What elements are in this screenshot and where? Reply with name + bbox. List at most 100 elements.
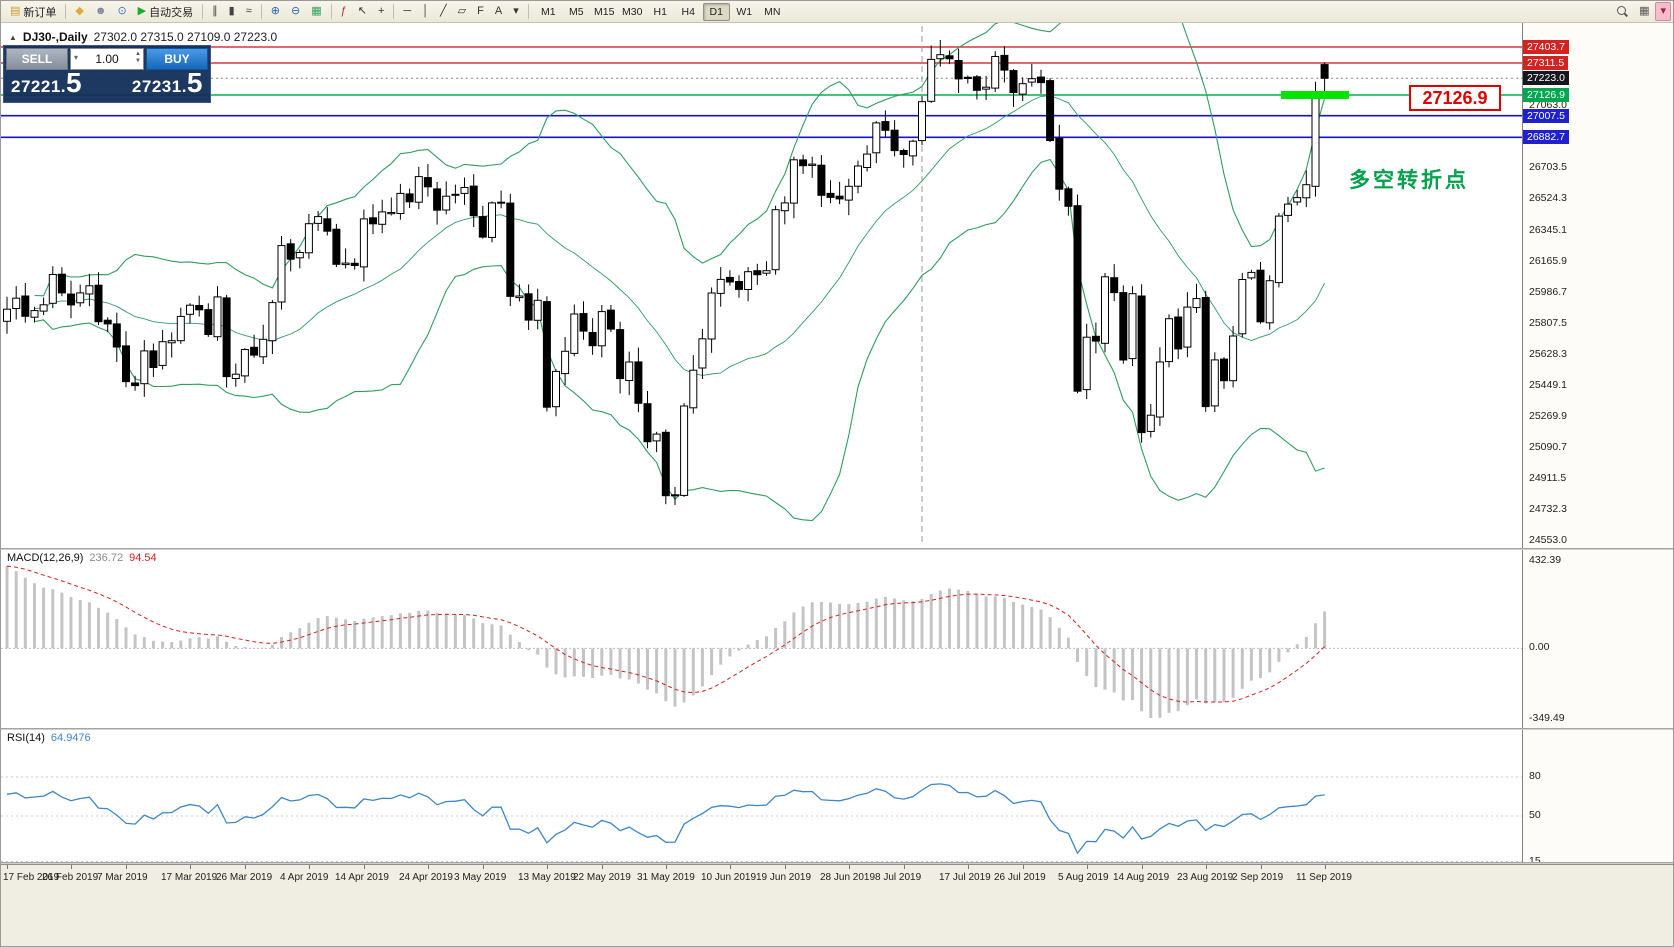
price-chart-canvas[interactable]: [1, 23, 1522, 548]
time-label: 17 Mar 2019: [161, 872, 218, 883]
macd-signal-line: [6, 565, 1325, 703]
time-tick: [309, 865, 310, 869]
price-level-tag[interactable]: 27126.9: [1409, 85, 1501, 111]
panel-splitter[interactable]: [1, 862, 1673, 864]
sell-button[interactable]: SELL: [6, 48, 68, 70]
price-tick: 26345.1: [1529, 223, 1567, 236]
toolbar-separator: [393, 4, 395, 19]
crosshair-icon: +: [377, 5, 385, 17]
new-order-label: 新订单: [23, 6, 57, 19]
tile-windows-icon: ▦: [1639, 5, 1650, 17]
time-axis[interactable]: 17 Feb 2019 26 Feb 2019 7 Mar 2019 17 Mar 2…: [1, 864, 1673, 946]
time-label: 4 Apr 2019: [280, 872, 329, 883]
candle-chart-mode-button[interactable]: ▮: [224, 2, 240, 21]
timeframe-d1-button[interactable]: D1: [702, 2, 730, 21]
timeframe-m15-button[interactable]: M15: [594, 5, 615, 18]
timeframe-h1-button[interactable]: H1: [653, 5, 667, 18]
timeframe-m5-button[interactable]: M5: [568, 5, 584, 18]
price-tick: 25807.5: [1529, 316, 1567, 329]
rsi-axis-level: 80: [1529, 770, 1541, 782]
sound-alert-button[interactable]: ◆: [70, 2, 88, 21]
timeframe-m30-button[interactable]: M30: [622, 5, 643, 18]
line-chart-mode-button[interactable]: ≈: [241, 2, 257, 21]
time-label: 3 May 2019: [454, 872, 507, 883]
auto-trading-icon: ▶: [137, 5, 147, 17]
main-chart-area[interactable]: ▲ DJ30-,Daily 27302.0 27315.0 27109.0 27…: [1, 23, 1522, 548]
main-toolbar: ▤ 新订单 ◆ ☻ ⊙ ▶ 自动交易 ∥ ▮ ≈ ⊕ ⊖ ▦ ƒ ↖ + ─ │ ╱ ▱ F A ▾ M1 M5 M15 M30 H1…: [1, 1, 1673, 23]
fibonacci-icon: F: [477, 5, 484, 17]
price-axis[interactable]: 27063.0 26703.5 26524.3 26345.1 26165.9 25986…: [1522, 23, 1673, 867]
text-button[interactable]: A: [490, 2, 507, 21]
new-order-icon: ▤: [10, 5, 21, 17]
timeframe-m1-button[interactable]: M1: [540, 5, 556, 18]
more-icon: ▾: [1660, 5, 1666, 17]
macd-axis-zero: 0.00: [1529, 641, 1550, 654]
sell-price: 27221.5: [11, 67, 83, 98]
collapse-icon[interactable]: ▲: [9, 32, 17, 42]
timeframe-mn-button[interactable]: MN: [764, 5, 781, 18]
auto-trading-label: 自动交易: [149, 6, 194, 19]
profile-button[interactable]: ☻: [90, 2, 112, 21]
auto-trading-button[interactable]: ▶ 自动交易: [133, 2, 198, 21]
time-label: 11 Sep 2019: [1296, 872, 1352, 883]
time-label: 10 Jun 2019: [701, 872, 757, 883]
price-tick: 27063.0: [1529, 99, 1567, 111]
volume-spinner[interactable]: ▲ ▼: [135, 51, 141, 64]
grid-button[interactable]: ▦: [306, 2, 326, 21]
channel-button[interactable]: ▱: [453, 2, 471, 21]
time-tick: [904, 865, 905, 869]
fibonacci-button[interactable]: F: [472, 2, 489, 21]
rsi-canvas[interactable]: [1, 730, 1522, 862]
macd-panel[interactable]: MACD(12,26,9) 236.72 94.54: [1, 550, 1522, 728]
rsi-panel[interactable]: RSI(14) 64.9476: [1, 730, 1522, 862]
bar-chart-mode-button[interactable]: ∥: [207, 2, 223, 21]
time-label: 17 Jul 2019: [939, 872, 991, 883]
toolbar-separator: [527, 4, 529, 19]
new-order-button[interactable]: ▤ 新订单: [5, 2, 61, 21]
time-tick: [7, 865, 8, 869]
more-button[interactable]: ▾: [1655, 2, 1671, 21]
time-tick: [1142, 865, 1143, 869]
crosshair-button[interactable]: +: [373, 2, 389, 21]
buy-price: 27231.5: [131, 67, 203, 98]
sound-alert-icon: ◆: [75, 5, 84, 17]
search-button[interactable]: [1612, 2, 1633, 21]
time-label: 8 Jul 2019: [875, 872, 922, 883]
timeframe-h4-button[interactable]: H4: [681, 5, 695, 18]
horizontal-line-button[interactable]: ─: [398, 2, 416, 21]
macd-axis-max: 432.39: [1529, 554, 1562, 566]
cursor-button[interactable]: ↖: [353, 2, 372, 21]
time-tick: [1023, 865, 1024, 869]
volume-dropdown-icon[interactable]: ▾: [74, 53, 79, 62]
zoom-in-icon: ⊕: [270, 5, 280, 17]
time-label: 26 Feb 2019: [42, 872, 99, 883]
indicators-button[interactable]: ƒ: [336, 2, 352, 21]
time-tick: [483, 865, 484, 869]
time-tick: [1087, 865, 1088, 869]
time-label: 22 May 2019: [573, 872, 631, 883]
price-badge: 27403.7: [1523, 40, 1569, 54]
price-tick: 25449.1: [1529, 378, 1567, 391]
panel-splitter[interactable]: [1, 548, 1673, 550]
rsi-label: RSI(14) 64.9476: [7, 732, 91, 744]
time-tick: [547, 865, 548, 869]
tile-windows-button[interactable]: ▦: [1634, 2, 1654, 21]
vertical-line-button[interactable]: │: [417, 2, 434, 21]
level-highlight-segment: [1281, 91, 1349, 99]
zoom-in-button[interactable]: ⊕: [266, 2, 285, 21]
volume-input[interactable]: ▾ 1.00 ▲ ▼: [70, 48, 144, 70]
panel-splitter[interactable]: [1, 728, 1673, 730]
macd-canvas[interactable]: [1, 550, 1522, 728]
timeframe-w1-button[interactable]: W1: [736, 5, 753, 18]
time-label: 24 Apr 2019: [399, 872, 453, 883]
ohlc-quote: 27302.0 27315.0 27109.0 27223.0: [93, 30, 278, 44]
channel-icon: ▱: [457, 5, 467, 17]
macd-axis-min: -349.49: [1529, 712, 1565, 724]
price-badge: 27311.5: [1523, 56, 1569, 70]
zoom-out-button[interactable]: ⊖: [286, 2, 305, 21]
buy-button[interactable]: BUY: [146, 48, 208, 70]
community-button[interactable]: ⊙: [112, 2, 131, 21]
trendline-button[interactable]: ╱: [435, 2, 452, 21]
objects-dropdown-button[interactable]: ▾: [508, 2, 524, 21]
